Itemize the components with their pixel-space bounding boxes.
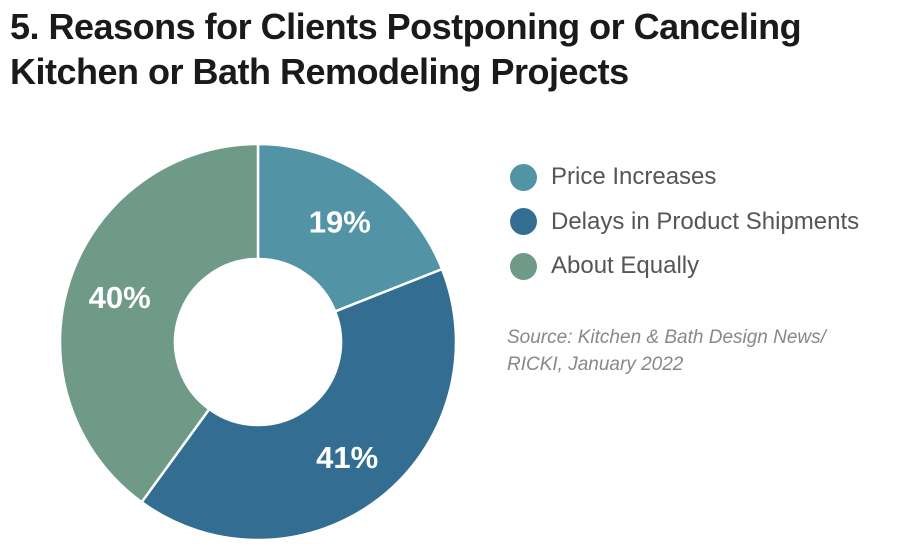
chart-title-line-1: 5. Reasons for Clients Postponing or Can… (10, 6, 802, 47)
legend-item-delays: Delays in Product Shipments (510, 200, 859, 245)
data-label: 40% (89, 280, 151, 315)
data-label: 19% (309, 205, 371, 240)
legend: Price Increases Delays in Product Shipme… (510, 155, 859, 289)
legend-swatch (510, 208, 537, 236)
legend-item-price-increases: Price Increases (510, 155, 859, 200)
legend-label: About Equally (551, 252, 700, 280)
data-label: 41% (316, 440, 378, 475)
chart-title: 5. Reasons for Clients Postponing or Can… (10, 4, 802, 94)
source-line-1: Source: Kitchen & Bath Design News/ (507, 327, 826, 348)
source-line-2: RICKI, January 2022 (507, 354, 684, 375)
source-note: Source: Kitchen & Bath Design News/ RICK… (507, 324, 826, 378)
chart-title-line-2: Kitchen or Bath Remodeling Projects (10, 51, 629, 92)
donut-slice-delays-in-product-shipments (139, 267, 458, 542)
donut-slice-about-equally (58, 142, 260, 504)
legend-label: Price Increases (551, 163, 717, 191)
legend-label: Delays in Product Shipments (551, 207, 860, 235)
donut-slice-price-increases (256, 142, 444, 314)
legend-swatch (510, 163, 537, 191)
legend-item-about-equally: About Equally (510, 244, 859, 289)
legend-swatch (510, 252, 537, 280)
